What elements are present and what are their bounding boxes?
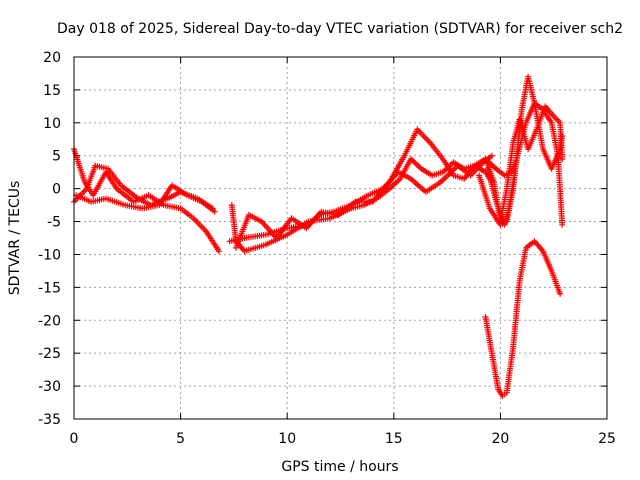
y-tick-label: 0 (52, 182, 61, 198)
y-tick-label: -25 (38, 346, 61, 362)
chart-title: Day 018 of 2025, Sidereal Day-to-day VTE… (57, 21, 623, 37)
plot-frame (73, 56, 608, 420)
series-sat-c (73, 182, 218, 215)
data-point (211, 208, 218, 215)
y-tick-label: -20 (38, 313, 61, 329)
y-tick-label: 20 (43, 50, 61, 66)
x-tick-label: 0 (70, 431, 79, 447)
x-axis-label: GPS time / hours (281, 459, 398, 475)
data-point (559, 221, 566, 228)
grid (74, 57, 607, 419)
y-tick-label: -10 (38, 247, 61, 263)
y-tick-label: -15 (38, 280, 61, 296)
data-point (216, 248, 222, 255)
data-point (557, 290, 564, 297)
y-tick-label: -35 (38, 412, 61, 428)
y-axis-label: SDTVAR / TECUs (7, 181, 23, 296)
tick-labels: 0 5 10 15 20 25 20 15 10 5 0 -5 -10 -15 -20 -25 -30 -35 (38, 50, 616, 447)
series-sat-i (482, 103, 566, 225)
data-point (488, 152, 495, 159)
x-tick-label: 20 (491, 431, 509, 447)
x-tick-label: 15 (385, 431, 403, 447)
x-tick-label: 5 (176, 431, 185, 447)
y-tick-label: 5 (52, 149, 61, 165)
data-marks (71, 73, 566, 399)
x-tick-label: 10 (278, 431, 296, 447)
series-sat-j (482, 238, 564, 399)
series-sat-e (226, 152, 495, 245)
y-tick-label: -30 (38, 379, 61, 395)
data-point (559, 156, 566, 162)
y-tick-label: -5 (47, 215, 61, 231)
axis-ticks (73, 56, 608, 420)
y-tick-label: 10 (43, 116, 61, 132)
y-tick-label: 15 (43, 83, 61, 99)
x-tick-label: 25 (598, 431, 616, 447)
